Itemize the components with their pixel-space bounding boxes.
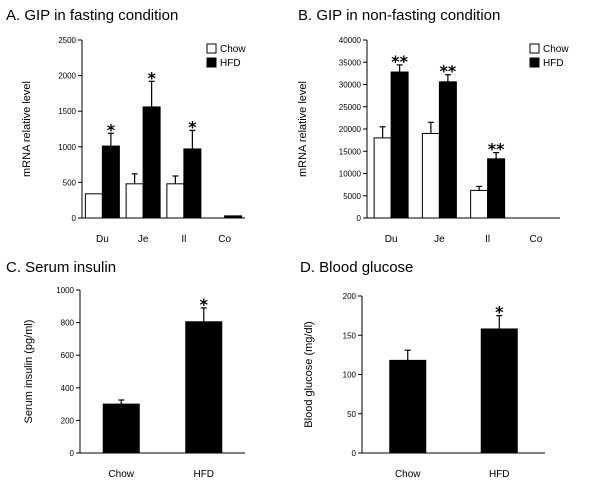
- y-tick-label: 2500: [58, 36, 76, 45]
- significance-marker: **: [488, 140, 505, 159]
- legend-label-chow: Chow: [220, 44, 246, 55]
- panel-c-title: C. Serum insulin: [6, 259, 116, 276]
- y-tick-label: 10000: [339, 170, 362, 179]
- bar-chow-je: [421, 132, 440, 219]
- panel-a-title: A. GIP in fasting condition: [6, 7, 178, 24]
- significance-marker: *: [495, 303, 504, 322]
- bar-hfd-du: [390, 71, 409, 219]
- y-tick-label: 0: [72, 214, 77, 223]
- legend-swatch-chow: [529, 43, 540, 54]
- bar-value-chow: [102, 403, 140, 454]
- bar-value-chow: [389, 359, 427, 454]
- significance-marker: **: [391, 52, 408, 71]
- bar-hfd-du: [101, 145, 120, 219]
- y-tick-label: 400: [61, 384, 75, 393]
- y-tick-label: 5000: [343, 192, 361, 201]
- bar-value-hfd: [480, 328, 518, 454]
- x-tick-label: Il: [181, 234, 186, 245]
- y-tick-label: 0: [352, 449, 357, 458]
- y-tick-label: 200: [61, 416, 75, 425]
- x-tick-label: Il: [485, 234, 490, 245]
- x-tick-label: Je: [434, 234, 445, 245]
- y-tick-label: 150: [343, 331, 357, 340]
- x-tick-label: HFD: [489, 469, 510, 480]
- bar-hfd-je: [438, 81, 457, 219]
- legend-swatch-hfd: [529, 57, 540, 68]
- panel-d: D. Blood glucose 0 50 100 150 200 Blood glucos…: [300, 259, 545, 480]
- significance-marker: *: [188, 117, 197, 136]
- legend-label-hfd: HFD: [543, 58, 564, 69]
- y-tick-label: 1000: [56, 286, 74, 295]
- x-tick-label: Je: [138, 234, 149, 245]
- x-tick-label: Du: [96, 234, 109, 245]
- significance-marker: *: [107, 120, 116, 139]
- y-tick-label: 1000: [58, 143, 76, 152]
- significance-marker: *: [147, 68, 156, 87]
- y-tick-label: 40000: [339, 36, 362, 45]
- x-tick-label: Du: [385, 234, 398, 245]
- x-tick-label: Co: [529, 234, 542, 245]
- bar-hfd-je: [142, 106, 161, 219]
- y-tick-label: 35000: [339, 58, 362, 67]
- x-tick-label: HFD: [193, 469, 214, 480]
- bar-chow-il: [166, 183, 185, 219]
- y-axis-label: mRNA relative level: [297, 81, 309, 177]
- bar-chow-il: [470, 189, 489, 219]
- legend-label-chow: Chow: [543, 44, 569, 55]
- panel-b: B. GIP in non-fasting condition 0 5000 1000…: [297, 7, 569, 245]
- y-axis-label: mRNA relative level: [21, 81, 33, 177]
- x-tick-label: Co: [218, 234, 231, 245]
- panel-a: A. GIP in fasting condition 0 500 1000 1500 2…: [6, 7, 246, 245]
- legend-swatch-chow: [206, 43, 217, 54]
- y-tick-label: 600: [61, 351, 75, 360]
- y-tick-label: 0: [70, 449, 75, 458]
- legend-label-hfd: HFD: [220, 58, 241, 69]
- bar-hfd-co: [224, 215, 243, 219]
- y-tick-label: 1500: [58, 107, 76, 116]
- panel-c: C. Serum insulin 0 200 400 600 800 1000 Serum i…: [6, 259, 245, 480]
- y-tick-label: 200: [343, 292, 357, 301]
- y-tick-label: 50: [347, 410, 356, 419]
- panel-d-title: D. Blood glucose: [300, 259, 413, 276]
- y-axis-label: Serum insulin (pg/ml): [23, 320, 35, 424]
- y-tick-label: 100: [343, 371, 357, 380]
- significance-marker: **: [440, 62, 457, 81]
- y-tick-label: 15000: [339, 147, 362, 156]
- y-tick-label: 500: [63, 178, 77, 187]
- x-tick-label: Chow: [108, 469, 134, 480]
- y-tick-label: 25000: [339, 103, 362, 112]
- bar-hfd-il: [487, 158, 506, 219]
- panel-b-title: B. GIP in non-fasting condition: [298, 7, 500, 24]
- bar-chow-du: [84, 193, 103, 219]
- y-tick-label: 20000: [339, 125, 362, 134]
- legend-swatch-hfd: [206, 57, 217, 68]
- bar-hfd-il: [183, 148, 202, 219]
- x-tick-label: Chow: [395, 469, 421, 480]
- y-axis-label: Blood glucose (mg/dl): [303, 321, 315, 427]
- bar-chow-du: [373, 137, 392, 219]
- y-tick-label: 30000: [339, 81, 362, 90]
- bar-value-hfd: [185, 321, 223, 454]
- y-tick-label: 2000: [58, 72, 76, 81]
- significance-marker: *: [200, 295, 209, 314]
- bar-chow-je: [125, 183, 144, 219]
- y-tick-label: 0: [357, 214, 362, 223]
- y-tick-label: 800: [61, 319, 75, 328]
